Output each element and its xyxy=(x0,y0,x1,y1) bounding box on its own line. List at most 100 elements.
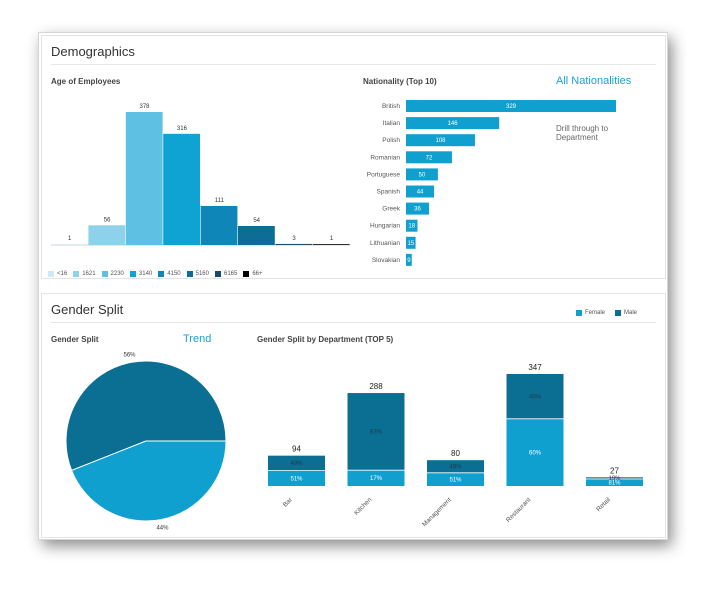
dept-bar-female-0 xyxy=(268,470,325,486)
nationality-bar-2 xyxy=(406,134,475,147)
dept-male-label: 49% xyxy=(449,465,462,471)
dept-total-label: 27 xyxy=(610,466,619,475)
nationality-label: Lithuanian xyxy=(370,240,400,247)
nationality-bar-3 xyxy=(406,151,452,164)
dept-male-label: 49% xyxy=(290,461,303,467)
nationality-value: 329 xyxy=(506,104,517,110)
nationality-bar-8 xyxy=(406,236,416,249)
legend-swatch xyxy=(615,310,622,316)
nationality-value: 108 xyxy=(435,138,446,144)
legend-swatch xyxy=(158,271,165,277)
age-bar-5 xyxy=(238,226,275,245)
demographics-title: Demographics xyxy=(51,44,135,59)
dept-bar-female-4 xyxy=(586,478,643,486)
legend-swatch xyxy=(186,271,193,277)
dept-category-label: Management xyxy=(421,496,453,528)
nationality-value: 72 xyxy=(426,155,433,161)
nationality-label: Greek xyxy=(382,206,400,213)
nationality-label: Portuguese xyxy=(367,171,401,178)
nationality-value: 9 xyxy=(407,258,411,264)
age-bar-6 xyxy=(275,243,313,245)
legend-label: <16 xyxy=(57,271,68,277)
nationality-label: Hungarian xyxy=(370,223,400,230)
legend-label: 3140 xyxy=(138,271,153,277)
age-bar-4 xyxy=(200,205,238,245)
gender-title: Gender Split xyxy=(51,302,124,317)
legend-label: 1621 xyxy=(82,271,96,277)
trend-link[interactable]: Trend xyxy=(183,333,212,345)
nationality-bar-6 xyxy=(406,202,429,215)
divider xyxy=(51,64,656,65)
gender-legend: Female Male xyxy=(576,303,647,321)
age-legend-item: <16 xyxy=(48,271,67,277)
age-value-label: 56 xyxy=(104,217,111,223)
nationality-value: 18 xyxy=(408,224,415,230)
legend-swatch xyxy=(214,271,221,277)
age-legend-item: 4150 xyxy=(158,271,181,277)
dept-total-label: 80 xyxy=(451,449,460,458)
pie-slice-male xyxy=(65,360,227,472)
legend-swatch xyxy=(48,271,54,277)
nationality-value: 44 xyxy=(417,190,424,196)
nationality-label: British xyxy=(382,103,400,110)
gender-legend-item: Female xyxy=(576,310,605,316)
dept-female-label: 60% xyxy=(529,450,542,456)
legend-label: 2230 xyxy=(110,271,124,277)
legend-label: Female xyxy=(585,310,606,316)
dept-category-label: Retail xyxy=(595,496,612,513)
legend-label: 66+ xyxy=(252,271,263,277)
age-value-label: 3 xyxy=(292,236,296,242)
age-legend-item: 2230 xyxy=(101,271,124,277)
age-legend: <16 1621 2230 3140 4150 5160 6165 66+ xyxy=(48,264,269,282)
dept-bar-female-1 xyxy=(347,470,405,486)
dept-bar-female-2 xyxy=(427,472,484,486)
age-value-label: 1 xyxy=(68,236,72,242)
age-value-label: 54 xyxy=(253,218,260,224)
dept-female-label: 51% xyxy=(290,476,303,482)
nationality-value: 50 xyxy=(419,172,426,178)
nationality-bar-7 xyxy=(406,219,418,232)
dept-female-label: 17% xyxy=(370,476,383,482)
dept-male-label: 83% xyxy=(370,430,383,436)
legend-label: 5160 xyxy=(195,271,209,277)
nationality-bar-5 xyxy=(406,185,435,198)
nationality-label: Polish xyxy=(382,137,400,144)
nationality-bar-4 xyxy=(406,168,438,181)
age-value-label: 1 xyxy=(330,236,334,242)
age-bar-7 xyxy=(312,244,350,245)
dept-category-label: Restaurant xyxy=(505,496,533,524)
dept-male-label: 19% xyxy=(608,476,621,482)
dept-bar-male-0 xyxy=(268,455,325,471)
dept-total-label: 288 xyxy=(369,382,383,391)
age-bar-0 xyxy=(51,244,88,245)
dept-bar-female-3 xyxy=(506,418,564,486)
age-chart-title: Age of Employees xyxy=(51,77,121,86)
divider xyxy=(51,322,656,323)
gender-legend-item: Male xyxy=(615,310,637,316)
dept-bar-male-1 xyxy=(347,393,405,471)
pie-chart-title: Gender Split xyxy=(51,335,99,344)
age-value-label: 316 xyxy=(177,126,188,132)
pie-label: 44% xyxy=(156,525,169,531)
nationality-label: Spanish xyxy=(377,189,401,196)
age-legend-item: 5160 xyxy=(186,271,209,277)
age-value-label: 111 xyxy=(215,198,225,204)
nationality-bar-0 xyxy=(406,100,616,112)
age-legend-item: 3140 xyxy=(129,271,153,277)
dept-bar-male-2 xyxy=(427,460,484,473)
dept-category-label: Bar xyxy=(282,496,295,509)
age-legend-item: 66+ xyxy=(243,271,263,277)
dept-male-label: 40% xyxy=(529,394,542,400)
legend-label: 4150 xyxy=(167,271,181,277)
dept-female-label: 81% xyxy=(608,480,621,486)
legend-swatch xyxy=(129,271,136,277)
dept-total-label: 94 xyxy=(292,445,301,454)
all-nationalities-link[interactable]: All Nationalities xyxy=(556,75,632,87)
nationality-bar-9 xyxy=(406,253,412,266)
age-bar-3 xyxy=(163,133,200,245)
drill-through-link[interactable]: Drill through to Department xyxy=(556,124,609,142)
age-bar-1 xyxy=(88,225,126,245)
